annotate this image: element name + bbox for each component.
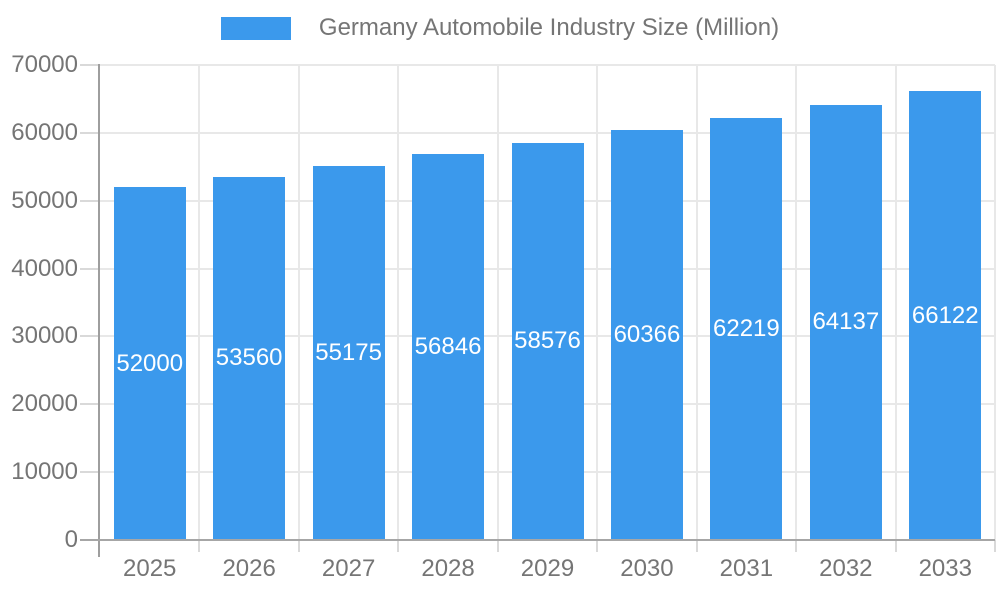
bar: 66122 xyxy=(909,91,982,540)
bar: 64137 xyxy=(809,104,882,540)
x-tick xyxy=(397,540,400,552)
bar-value-label: 52000 xyxy=(116,349,184,377)
gridline-v xyxy=(596,65,599,540)
bar: 53560 xyxy=(213,176,286,540)
x-tick-label: 2025 xyxy=(123,555,177,582)
x-tick-label: 2026 xyxy=(222,555,276,582)
bar-value-label: 56846 xyxy=(414,333,482,361)
y-tick xyxy=(80,335,100,338)
bar-value-label: 64137 xyxy=(812,308,880,336)
gridline-v xyxy=(894,65,897,540)
x-tick xyxy=(297,540,300,552)
y-tick xyxy=(80,199,100,202)
y-tick xyxy=(80,131,100,134)
y-tick-label: 30000 xyxy=(11,322,78,350)
gridline-v xyxy=(297,65,300,540)
x-tick-label: 2032 xyxy=(819,555,873,582)
x-tick-label: 2028 xyxy=(421,555,475,582)
x-tick xyxy=(695,540,698,552)
bar: 52000 xyxy=(113,187,186,540)
y-tick-label: 60000 xyxy=(11,118,78,146)
bar: 62219 xyxy=(710,117,783,540)
bar: 55175 xyxy=(312,165,385,540)
y-tick-label: 40000 xyxy=(11,254,78,282)
x-tick xyxy=(496,540,499,552)
gridline-v xyxy=(994,65,996,540)
legend-label: Germany Automobile Industry Size (Millio… xyxy=(318,14,780,41)
x-tick-label: 2027 xyxy=(321,555,376,582)
bar-value-label: 62219 xyxy=(713,314,780,342)
gridline-v xyxy=(198,65,201,540)
y-tick-label: 0 xyxy=(64,526,78,553)
bar-value-label: 53560 xyxy=(215,344,283,372)
legend-swatch xyxy=(220,16,291,40)
y-axis-line xyxy=(98,64,100,557)
x-tick-label: 2033 xyxy=(918,555,972,582)
y-tick xyxy=(80,267,100,270)
x-tick-label: 2029 xyxy=(520,555,575,582)
y-tick-label: 10000 xyxy=(11,458,78,486)
x-tick xyxy=(198,540,201,552)
gridline-v xyxy=(496,65,499,540)
bar-value-label: 60366 xyxy=(613,321,681,349)
x-tick xyxy=(795,540,798,552)
x-tick-label: 2030 xyxy=(620,555,674,582)
legend: Germany Automobile Industry Size (Millio… xyxy=(0,12,1000,44)
x-tick xyxy=(994,540,996,552)
bar-value-label: 55175 xyxy=(315,338,382,366)
y-tick-label: 70000 xyxy=(11,51,78,78)
bar-value-label: 66122 xyxy=(911,301,979,329)
gridline-h xyxy=(100,64,995,66)
y-tick xyxy=(80,64,100,66)
bar: 60366 xyxy=(610,130,683,540)
bar-value-label: 58576 xyxy=(514,327,581,355)
x-tick xyxy=(894,540,897,552)
bar: 58576 xyxy=(511,142,584,540)
x-axis-line xyxy=(80,539,995,541)
y-tick xyxy=(80,403,100,406)
y-tick xyxy=(80,471,100,474)
gridline-v xyxy=(397,65,400,540)
gridline-v xyxy=(795,65,798,540)
x-tick xyxy=(596,540,599,552)
x-tick-label: 2031 xyxy=(719,555,774,582)
gridline-h xyxy=(100,131,995,134)
y-tick-label: 20000 xyxy=(11,390,78,418)
y-tick-label: 50000 xyxy=(11,186,78,214)
bar: 56846 xyxy=(412,154,485,540)
gridline-v xyxy=(695,65,698,540)
